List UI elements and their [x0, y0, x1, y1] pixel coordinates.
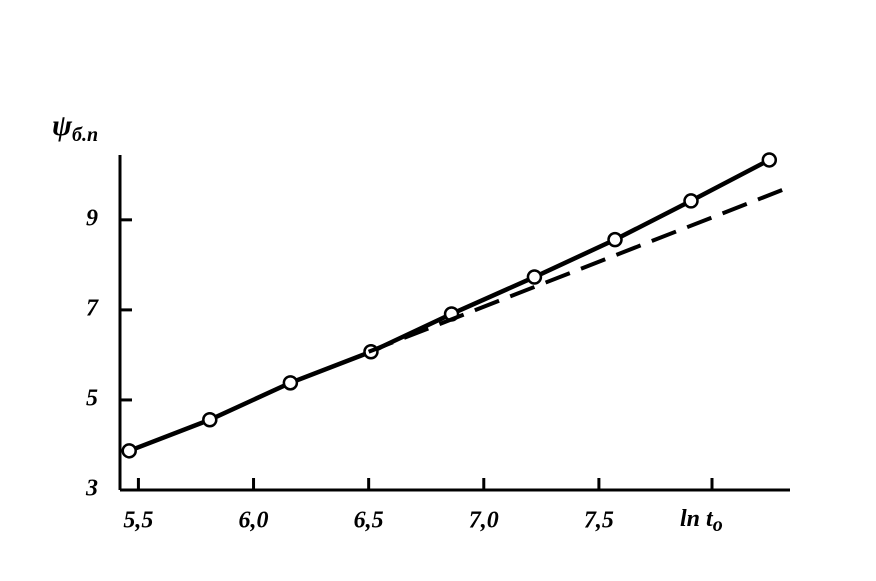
- data-point: [526, 269, 543, 285]
- y-label-symbol: ψ: [52, 109, 73, 142]
- x-tick-label: 5,5: [123, 508, 153, 534]
- data-point: [683, 193, 699, 209]
- x-tick-label: 7,0: [469, 508, 499, 534]
- series-line: [128, 157, 771, 453]
- data-point: [761, 152, 778, 168]
- x-label-symbol: ln t: [680, 506, 714, 532]
- x-tick-label: 6,0: [239, 508, 269, 534]
- data-point: [202, 412, 218, 428]
- y-label: ψб.п: [52, 109, 98, 146]
- y-tick-label: 9: [86, 205, 98, 231]
- y-label-subscript: б.п: [72, 124, 98, 146]
- x-tick-label: 6,5: [354, 508, 384, 534]
- x-tick-label: 7,5: [584, 508, 614, 534]
- x-label-subscript: o: [713, 514, 723, 536]
- data-point: [121, 443, 137, 459]
- y-tick-label: 5: [86, 385, 98, 411]
- y-tick-label: 3: [85, 476, 98, 502]
- data-point: [607, 231, 623, 248]
- y-tick-label: 7: [86, 295, 99, 321]
- data-point: [282, 375, 299, 391]
- x-label: ln to: [680, 506, 723, 536]
- series-line: [367, 185, 791, 354]
